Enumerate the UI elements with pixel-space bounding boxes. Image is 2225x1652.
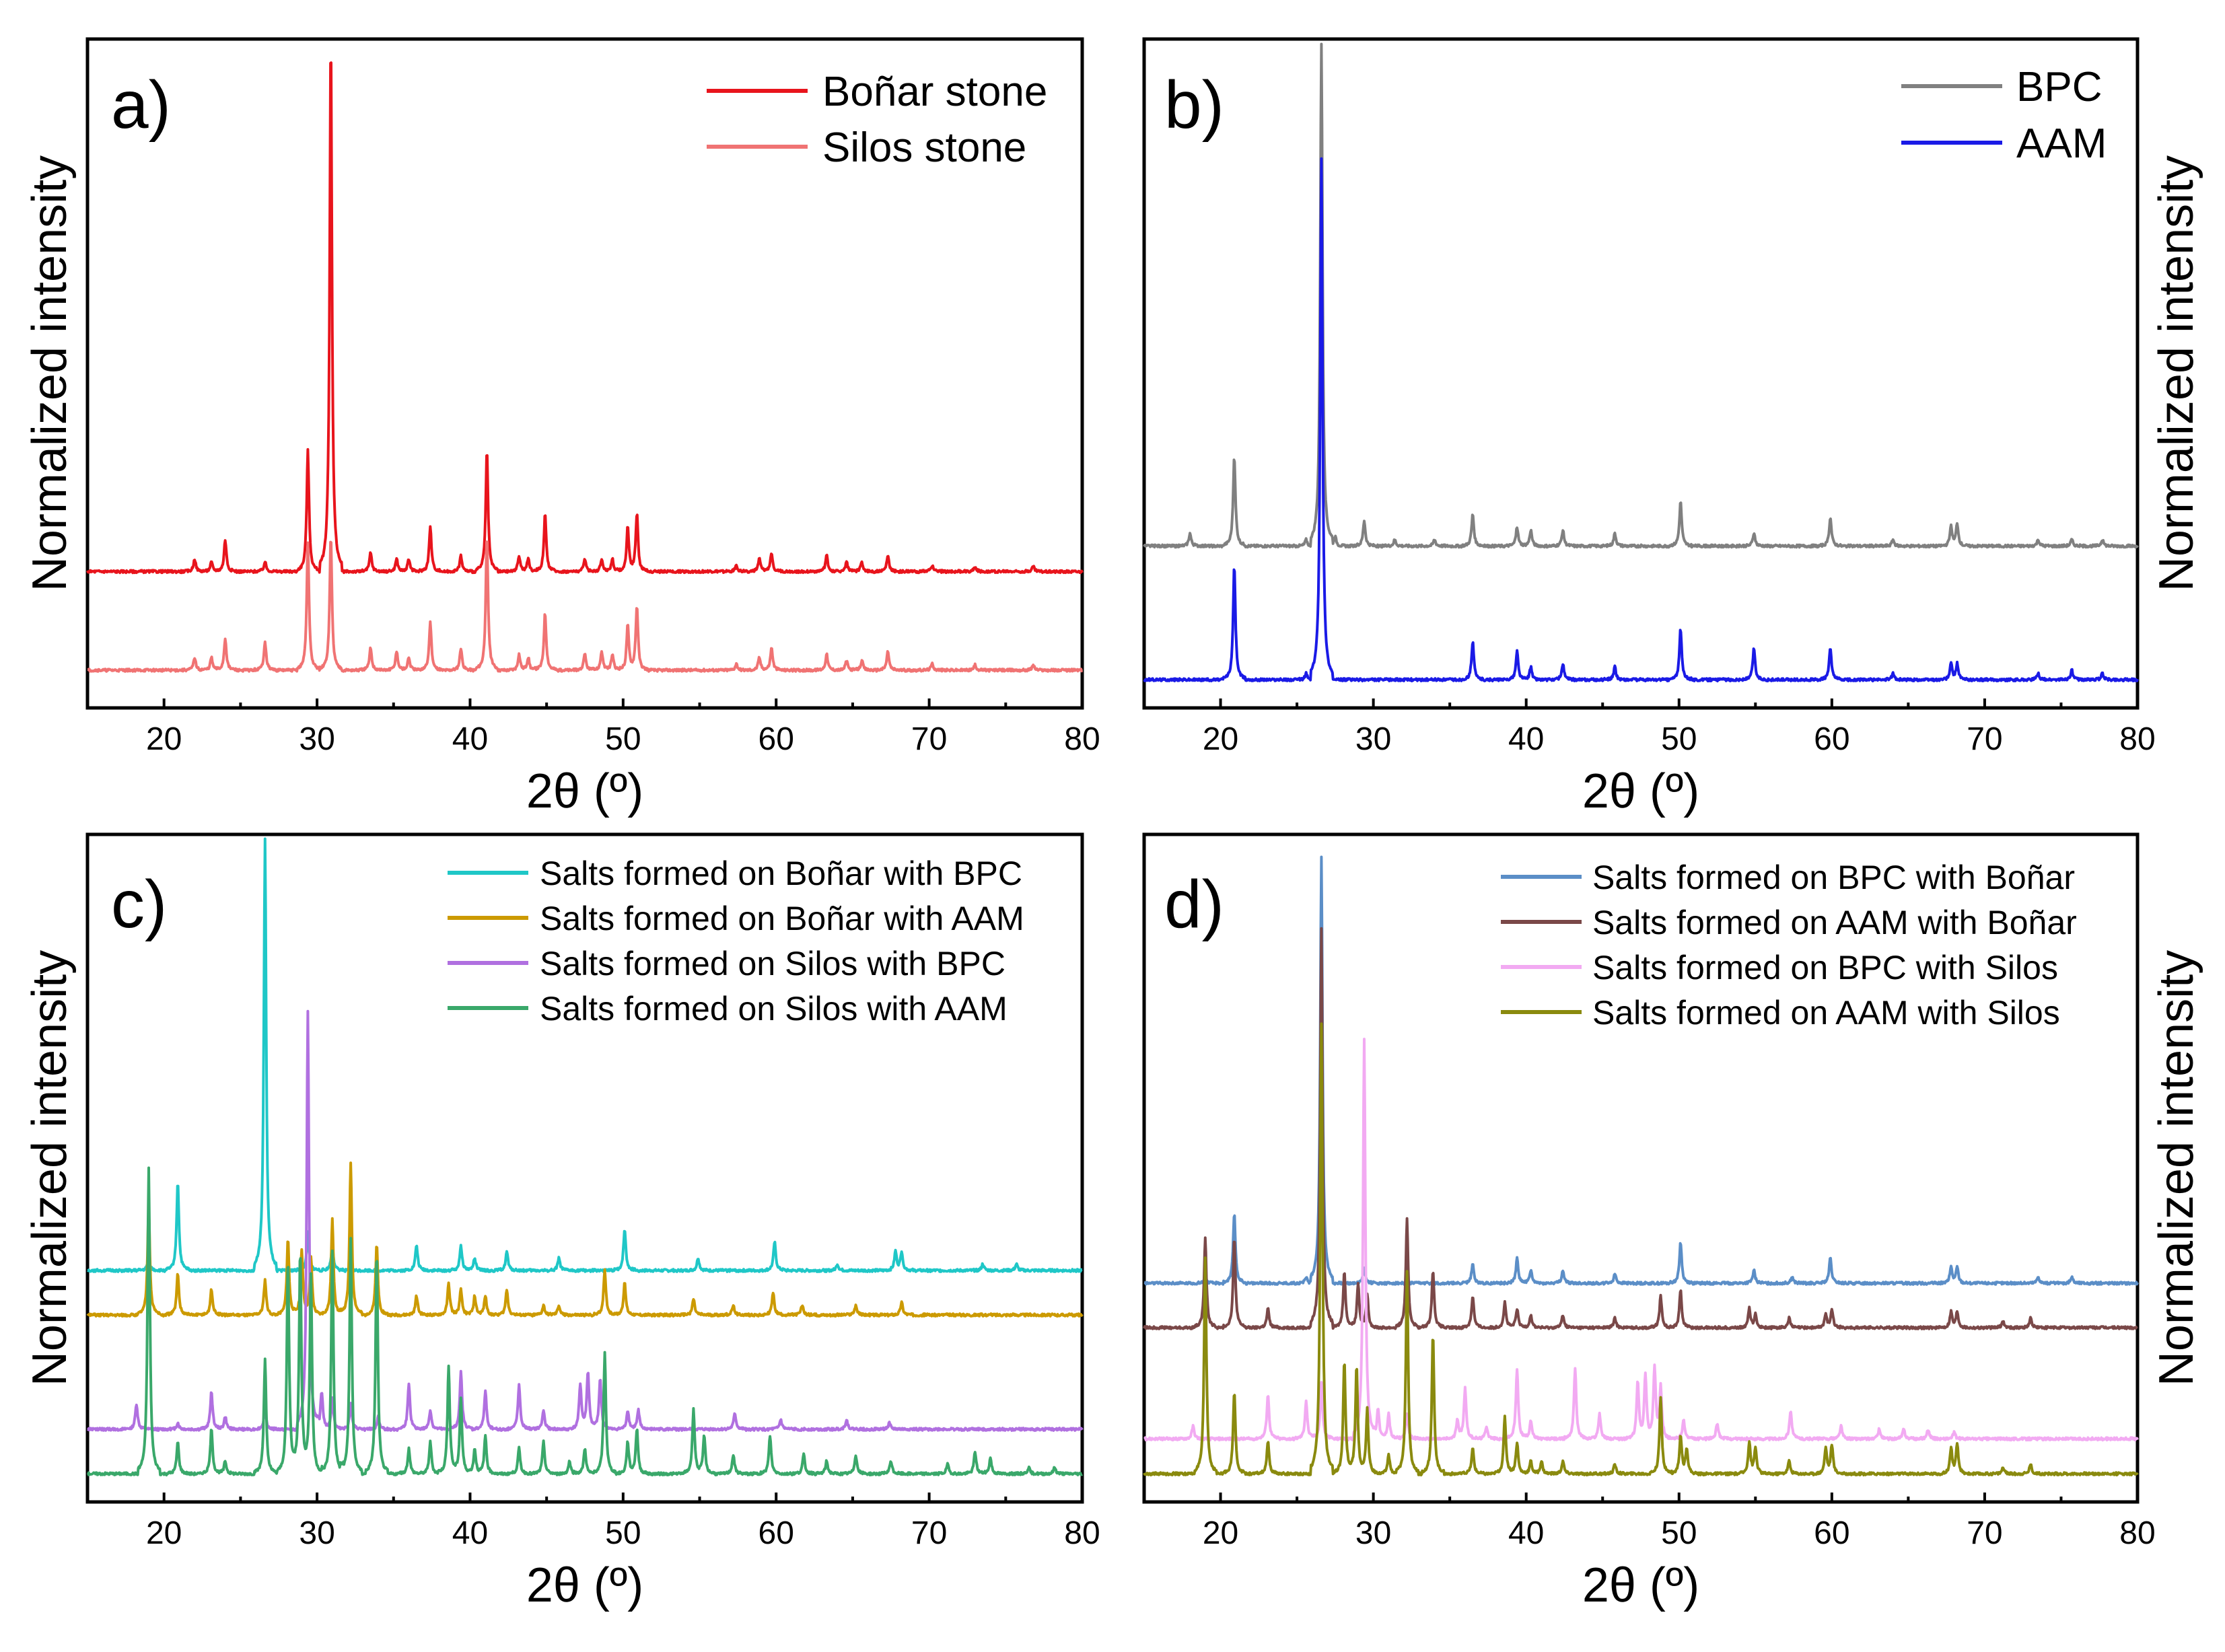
legend-label-aam-silos: Salts formed on AAM with Silos	[1592, 994, 2060, 1032]
trace-bpc	[1143, 42, 2139, 549]
legend-label-bpc-bonar: Salts formed on BPC with Boñar	[1592, 859, 2075, 896]
trace-salts-formed-on-bpc-with-silos	[1143, 1038, 2139, 1442]
x-tick-label-70: 70	[1967, 721, 2002, 757]
legend-label-silos-bpc: Salts formed on Silos with BPC	[540, 945, 1005, 982]
trace-salts-formed-on-aam-with-bonar	[1143, 927, 2139, 1330]
legend-label-boñar-aam: Salts formed on Boñar with AAM	[540, 900, 1024, 937]
x-tick-label-60: 60	[1814, 721, 1849, 757]
x-tick-label-70: 70	[911, 1515, 947, 1551]
trace-salts-formed-on-silos-with-aam	[86, 1166, 1084, 1476]
x-tick-label-40: 40	[452, 1515, 488, 1551]
panel-b-x-axis-label: 2θ (º)	[1582, 764, 1699, 818]
panel-a-label: a)	[111, 67, 171, 143]
trace-salts-formed-on-bonar-with-bpc	[86, 837, 1084, 1273]
x-tick-label-20: 20	[146, 1515, 182, 1551]
panel-b-traces	[1143, 42, 2139, 682]
panel-d-traces	[1143, 855, 2139, 1476]
x-tick-label-70: 70	[911, 721, 947, 757]
trace-salts-formed-on-bonar-with-aam	[86, 1161, 1084, 1318]
x-tick-label-50: 50	[1661, 721, 1697, 757]
x-tick-label-70: 70	[1967, 1515, 2002, 1551]
trace-salts-formed-on-bpc-with-bonar	[1143, 855, 2139, 1286]
trace-aam	[1143, 157, 2139, 682]
panel-d-y-axis-label: Normalized intensity	[2150, 950, 2203, 1386]
legend-label-silos-stone: Silos stone	[822, 124, 1026, 171]
x-tick-label-60: 60	[1814, 1515, 1849, 1551]
x-tick-label-30: 30	[1355, 1515, 1391, 1551]
panel-d-plot-frame	[1142, 832, 2140, 1504]
panel-c-traces	[86, 837, 1084, 1476]
panel-b-x-ticks: 20 30 40 50 60 70 80	[1143, 698, 2156, 757]
x-tick-label-60: 60	[758, 1515, 794, 1551]
panel-b-legend: BPC AAM	[1901, 64, 2107, 167]
panel-d-x-axis-label: 2θ (º)	[1582, 1558, 1699, 1612]
trace-salts-formed-on-aam-with-silos	[1143, 1022, 2139, 1476]
panel-d-x-ticks: 20 30 40 50 60 70 80	[1143, 1493, 2156, 1551]
x-tick-label-80: 80	[1064, 1515, 1100, 1551]
trace-silos-stone	[86, 540, 1084, 673]
legend-label-bonar-stone: Boñar stone	[822, 69, 1047, 115]
x-tick-label-40: 40	[1508, 1515, 1544, 1551]
panel-c-label: c)	[111, 867, 167, 942]
x-tick-label-50: 50	[1661, 1515, 1697, 1551]
x-tick-label-20: 20	[146, 721, 182, 757]
legend-label-aam-bonar: Salts formed on AAM with Boñar	[1592, 904, 2077, 941]
panel-b-plot-frame	[1142, 37, 2140, 710]
x-tick-label-40: 40	[452, 721, 488, 757]
panel-a-x-ticks: 20 30 40 50 60 70 80	[86, 698, 1100, 757]
panel-a-plot-frame	[85, 37, 1084, 710]
x-tick-label-30: 30	[1355, 721, 1391, 757]
x-tick-label-30: 30	[299, 721, 334, 757]
panel-b-y-axis-label: Normalized intensity	[2150, 155, 2203, 591]
panel-a-traces	[86, 61, 1084, 673]
panel-a: 20 30 40 50 60 70 80 a) Boñar stone Silos ston…	[23, 37, 1100, 818]
x-tick-label-30: 30	[299, 1515, 334, 1551]
legend-label-bpc: BPC	[2016, 64, 2102, 110]
panel-c-y-axis-label: Normalized intensity	[23, 950, 77, 1386]
panel-a-y-axis-label: Normalized intensity	[23, 155, 77, 591]
panel-c-plot-frame	[85, 832, 1084, 1504]
x-tick-label-50: 50	[605, 721, 641, 757]
panel-b: 20 30 40 50 60 70 80 b) BPC AAM 2θ (º) Normali…	[1142, 37, 2203, 818]
trace-bonar-stone	[86, 61, 1084, 575]
x-tick-label-20: 20	[1203, 721, 1238, 757]
x-tick-label-80: 80	[2119, 1515, 2155, 1551]
legend-label-aam: AAM	[2016, 120, 2107, 167]
x-tick-label-60: 60	[758, 721, 794, 757]
panel-d: 20 30 40 50 60 70 80 d) Salts formed on BPC wi…	[1142, 832, 2203, 1612]
panel-c: 20 30 40 50 60 70 80 c) Salts formed on Boñar …	[23, 832, 1100, 1612]
panel-c-legend: Salts formed on Boñar with BPC Salts for…	[448, 855, 1024, 1028]
x-tick-label-50: 50	[605, 1515, 641, 1551]
panel-a-x-axis-label: 2θ (º)	[526, 764, 643, 818]
panel-c-x-axis-label: 2θ (º)	[526, 1558, 643, 1612]
panel-a-legend: Boñar stone Silos stone	[707, 69, 1047, 171]
panel-b-label: b)	[1164, 67, 1224, 143]
legend-label-silos-aam: Salts formed on Silos with AAM	[540, 990, 1008, 1028]
trace-salts-formed-on-silos-with-bpc	[86, 1009, 1084, 1432]
panel-d-legend: Salts formed on BPC with Boñar Salts for…	[1501, 859, 2077, 1032]
x-tick-label-80: 80	[1064, 721, 1100, 757]
x-tick-label-40: 40	[1508, 721, 1544, 757]
legend-label-boñar-bpc: Salts formed on Boñar with BPC	[540, 855, 1022, 892]
x-tick-label-20: 20	[1203, 1515, 1238, 1551]
panel-c-x-ticks: 20 30 40 50 60 70 80	[86, 1493, 1100, 1551]
x-tick-label-80: 80	[2119, 721, 2155, 757]
legend-label-bpc-silos: Salts formed on BPC with Silos	[1592, 949, 2058, 986]
panel-d-label: d)	[1164, 867, 1224, 942]
